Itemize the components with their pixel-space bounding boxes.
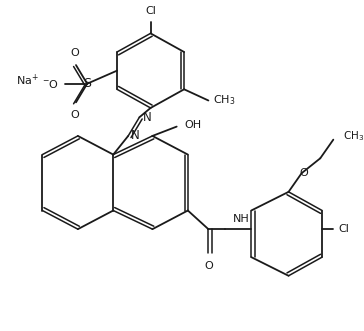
Text: CH$_3$: CH$_3$: [343, 129, 364, 143]
Text: O: O: [71, 110, 79, 120]
Text: Cl: Cl: [338, 224, 349, 234]
Text: CH$_3$: CH$_3$: [213, 94, 236, 107]
Text: $^{-}$O: $^{-}$O: [42, 78, 59, 90]
Text: O: O: [204, 261, 213, 271]
Text: N: N: [131, 129, 140, 142]
Text: NH: NH: [233, 214, 249, 224]
Text: N: N: [142, 111, 151, 124]
Text: OH: OH: [184, 120, 201, 130]
Text: O: O: [71, 48, 79, 58]
Text: O: O: [299, 168, 308, 178]
Text: S: S: [83, 77, 91, 90]
Text: Cl: Cl: [145, 6, 156, 16]
Text: Na$^{+}$: Na$^{+}$: [16, 72, 39, 88]
